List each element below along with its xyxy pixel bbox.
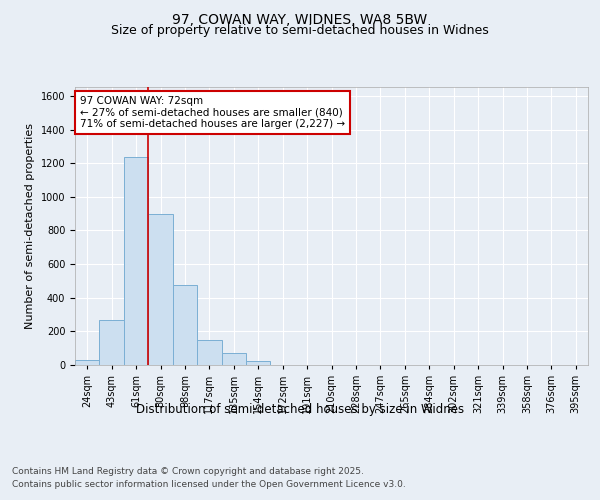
Text: Distribution of semi-detached houses by size in Widnes: Distribution of semi-detached houses by … <box>136 402 464 415</box>
Bar <box>173 285 197 365</box>
Y-axis label: Number of semi-detached properties: Number of semi-detached properties <box>25 123 35 329</box>
Bar <box>100 320 124 365</box>
Text: Contains public sector information licensed under the Open Government Licence v3: Contains public sector information licen… <box>12 480 406 489</box>
Text: 97 COWAN WAY: 72sqm
← 27% of semi-detached houses are smaller (840)
71% of semi-: 97 COWAN WAY: 72sqm ← 27% of semi-detach… <box>80 96 345 129</box>
Bar <box>124 158 148 365</box>
Text: Contains HM Land Registry data © Crown copyright and database right 2025.: Contains HM Land Registry data © Crown c… <box>12 467 364 476</box>
Bar <box>246 361 271 365</box>
Bar <box>75 360 100 365</box>
Text: Size of property relative to semi-detached houses in Widnes: Size of property relative to semi-detach… <box>111 24 489 37</box>
Bar <box>148 214 173 365</box>
Bar <box>197 340 221 365</box>
Text: 97, COWAN WAY, WIDNES, WA8 5BW: 97, COWAN WAY, WIDNES, WA8 5BW <box>172 12 428 26</box>
Bar <box>221 353 246 365</box>
